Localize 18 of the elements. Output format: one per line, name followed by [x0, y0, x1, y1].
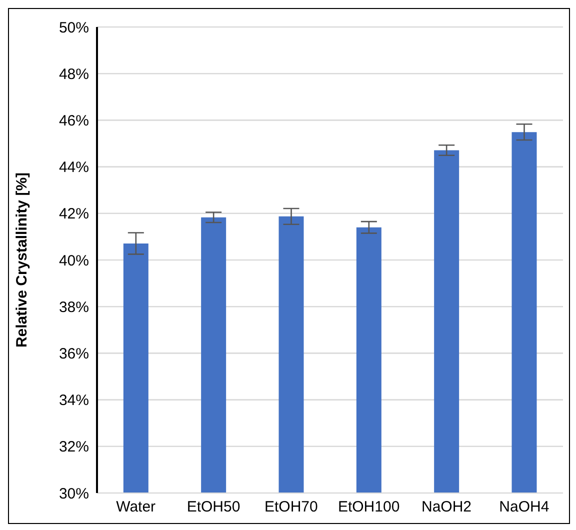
y-tick-label: 34%: [58, 392, 89, 410]
y-tick-label: 40%: [58, 252, 89, 270]
y-tick-label: 36%: [58, 346, 89, 363]
y-axis-title: Relative Crystallinity [%]: [13, 172, 30, 348]
y-tick-label: 32%: [58, 438, 89, 456]
x-tick-label: EtOH70: [264, 498, 318, 516]
y-tick-label: 46%: [58, 112, 89, 130]
x-tick-label: EtOH50: [186, 498, 240, 516]
x-tick-label: EtOH100: [338, 498, 400, 516]
y-tick-label: 44%: [58, 159, 89, 176]
y-tick-label: 48%: [58, 66, 89, 83]
x-tick-label: Water: [116, 498, 156, 516]
y-tick-label: 38%: [58, 298, 89, 316]
y-tick-label: 30%: [58, 485, 89, 502]
y-tick-label: 50%: [58, 19, 89, 36]
x-tick-label: NaOH4: [499, 498, 550, 516]
y-tick-label: 42%: [58, 206, 89, 223]
x-tick-label: NaOH2: [421, 498, 472, 516]
